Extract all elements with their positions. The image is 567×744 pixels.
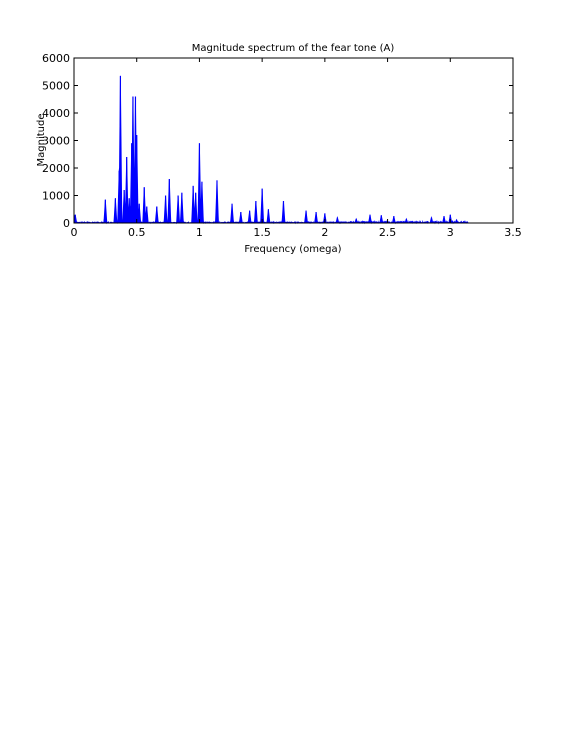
y-tick-label: 3000 <box>42 135 70 148</box>
y-tick-label: 6000 <box>42 52 70 65</box>
x-tick-label: 1.5 <box>253 226 271 239</box>
y-tick-label: 4000 <box>42 107 70 120</box>
y-axis-label: Magnitude <box>36 114 47 167</box>
chart-title: Magnitude spectrum of the fear tone (A) <box>192 43 395 54</box>
x-tick-label: 2 <box>321 226 328 239</box>
x-tick-label: 2.5 <box>379 226 397 239</box>
x-tick-label: 3 <box>447 226 454 239</box>
y-tick-label: 0 <box>63 217 70 230</box>
y-tick-label: 5000 <box>42 80 70 93</box>
x-axis-label: Frequency (omega) <box>244 244 341 255</box>
y-tick-label: 1000 <box>42 190 70 203</box>
x-tick-label: 1 <box>196 226 203 239</box>
plot-area: 0 0.5 1 1.5 2 2.5 3 3.5 0 1000 2000 3000 4000 5000 60… <box>42 52 522 239</box>
x-tick-label: 0 <box>71 226 78 239</box>
y-axis-ticks: 0 1000 2000 3000 4000 5000 6000 <box>42 52 513 230</box>
x-axis-ticks: 0 0.5 1 1.5 2 2.5 3 3.5 <box>71 58 522 239</box>
x-tick-label: 3.5 <box>504 226 522 239</box>
y-tick-label: 2000 <box>42 162 70 175</box>
x-tick-label: 0.5 <box>128 226 146 239</box>
